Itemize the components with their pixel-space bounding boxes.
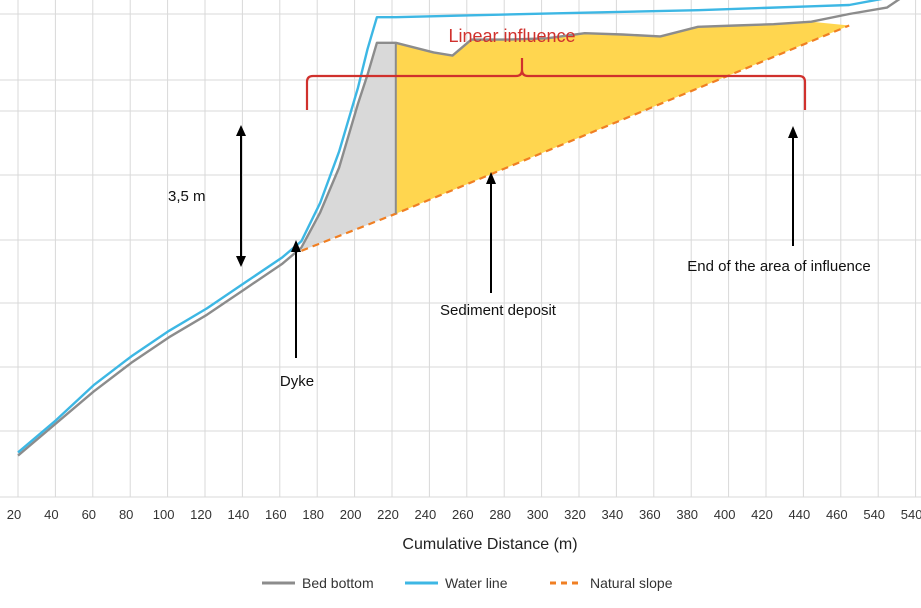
x-tick-label: 460	[826, 507, 848, 522]
end-influence-label: End of the area of influence	[687, 258, 870, 275]
x-tick-label: 540	[901, 507, 921, 522]
natural-slope-line	[300, 24, 850, 252]
height-annotation: 3,5 m	[168, 125, 246, 267]
x-tick-label: 80	[119, 507, 133, 522]
dyke-arrow-head	[291, 240, 301, 252]
x-tick-label: 380	[676, 507, 698, 522]
sediment-annotation: Sediment deposit	[440, 172, 557, 319]
dyke-annotation: Dyke	[280, 240, 314, 390]
x-tick-label: 320	[564, 507, 586, 522]
filled-regions	[301, 21, 850, 251]
x-tick-label: 400	[714, 507, 736, 522]
x-axis-ticks: 20 40 60 80 100 120 140 160 180 200 220 240 260 280 30…	[7, 507, 921, 522]
data-series	[17, 0, 901, 457]
end-influence-arrow-head	[788, 126, 798, 138]
x-tick-label: 300	[527, 507, 549, 522]
x-tick-label: 220	[377, 507, 399, 522]
height-label: 3,5 m	[168, 188, 206, 205]
linear-influence-bracket	[305, 58, 807, 110]
linear-influence-annotation: Linear influence	[305, 26, 807, 110]
sediment-label: Sediment deposit	[440, 302, 557, 319]
sediment-deposit-area	[395, 21, 850, 214]
height-arrow-head-bottom	[236, 256, 246, 267]
x-tick-label: 60	[82, 507, 96, 522]
x-tick-label: 100	[153, 507, 175, 522]
water-line-line	[17, 0, 883, 454]
x-tick-label: 260	[452, 507, 474, 522]
legend-label: Natural slope	[590, 575, 673, 591]
x-tick-label: 540	[863, 507, 885, 522]
x-tick-label: 20	[7, 507, 21, 522]
x-tick-label: 160	[265, 507, 287, 522]
x-tick-label: 120	[190, 507, 212, 522]
dyke-label: Dyke	[280, 373, 314, 390]
x-tick-label: 440	[789, 507, 811, 522]
legend: Bed bottom Water line Natural slope	[262, 575, 673, 591]
height-arrow-head-top	[236, 125, 246, 136]
end-influence-annotation: End of the area of influence	[687, 126, 871, 275]
legend-label: Water line	[445, 575, 508, 591]
x-tick-label: 360	[639, 507, 661, 522]
legend-label: Bed bottom	[302, 575, 374, 591]
x-tick-label: 280	[489, 507, 511, 522]
x-tick-label: 340	[602, 507, 624, 522]
linear-influence-label: Linear influence	[448, 26, 575, 46]
x-tick-label: 180	[302, 507, 324, 522]
x-tick-label: 140	[228, 507, 250, 522]
x-tick-label: 200	[340, 507, 362, 522]
x-tick-label: 420	[751, 507, 773, 522]
x-tick-label: 40	[44, 507, 58, 522]
x-tick-label: 240	[415, 507, 437, 522]
dyke-area	[301, 42, 396, 251]
sediment-arrow-head	[486, 172, 496, 184]
bed-bottom-line	[17, 0, 901, 457]
x-axis-label: Cumulative Distance (m)	[402, 536, 577, 553]
